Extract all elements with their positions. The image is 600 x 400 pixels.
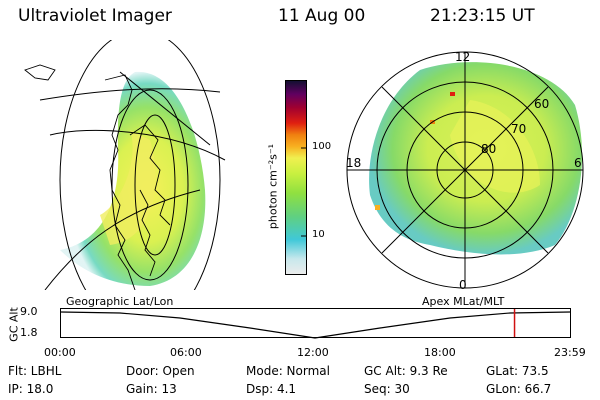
polar-plot: 12 18 6 0 60 70 80 bbox=[346, 50, 584, 292]
lat-label-60: 60 bbox=[534, 97, 549, 111]
alt-tick-9: 9.0 bbox=[20, 305, 38, 318]
hot-spot bbox=[450, 92, 455, 96]
globe-parallel bbox=[119, 71, 211, 146]
apex-label: Apex MLat/MLT bbox=[422, 295, 505, 308]
mlt-label-18: 18 bbox=[346, 156, 361, 170]
door-value: Door: Open bbox=[126, 364, 195, 378]
glon-value: GLon: 66.7 bbox=[486, 382, 552, 396]
hot-spot bbox=[375, 205, 380, 210]
mlt-label-6: 6 bbox=[574, 156, 582, 170]
ip-value: IP: 18.0 bbox=[8, 382, 54, 396]
alt-x-tick-12: 12:00 bbox=[297, 346, 329, 359]
alt-plot bbox=[60, 308, 571, 339]
geographic-image bbox=[24, 40, 226, 290]
instrument-title: Ultraviolet Imager bbox=[18, 6, 172, 26]
glat-value: GLat: 73.5 bbox=[486, 364, 549, 378]
globe-meridian bbox=[59, 40, 221, 290]
globe-parallel bbox=[49, 129, 226, 161]
polar-aurora-bright bbox=[450, 100, 540, 193]
filter-value: Flt: LBHL bbox=[8, 364, 62, 378]
time-label: 21:23:15 UT bbox=[430, 6, 535, 26]
colorbar-tick-100: 100 bbox=[312, 141, 332, 152]
seq-value: Seq: 30 bbox=[364, 382, 410, 396]
coastline bbox=[104, 74, 136, 290]
alt-plot-frame bbox=[60, 308, 571, 338]
lat-label-70: 70 bbox=[511, 122, 526, 136]
globe-parallel bbox=[44, 189, 201, 290]
alt-x-tick-24: 23:59 bbox=[554, 346, 586, 359]
coastline bbox=[129, 124, 171, 226]
alt-axis-title: GC Alt bbox=[7, 307, 21, 342]
dsp-value: Dsp: 4.1 bbox=[246, 382, 297, 396]
mlt-label-0: 0 bbox=[459, 278, 467, 292]
globe-meridian bbox=[134, 114, 176, 256]
alt-tick-1-8: 1.8 bbox=[20, 326, 38, 339]
mlt-line bbox=[381, 86, 549, 254]
colorbar bbox=[285, 80, 307, 275]
globe-parallel bbox=[39, 88, 221, 101]
gain-value: Gain: 13 bbox=[126, 382, 177, 396]
geographic-label: Geographic Lat/Lon bbox=[66, 295, 174, 308]
date-label: 11 Aug 00 bbox=[278, 6, 366, 26]
altitude-curve bbox=[60, 311, 571, 339]
coastline bbox=[139, 189, 156, 277]
alt-x-tick-0: 00:00 bbox=[44, 346, 76, 359]
gc-alt-value: GC Alt: 9.3 Re bbox=[364, 364, 448, 378]
colorbar-tick-10: 10 bbox=[312, 229, 325, 240]
alt-x-tick-6: 06:00 bbox=[170, 346, 202, 359]
mode-value: Mode: Normal bbox=[246, 364, 330, 378]
lat-label-80: 80 bbox=[481, 142, 496, 156]
colorbar-gradient bbox=[285, 80, 307, 275]
coastline bbox=[24, 64, 56, 81]
globe-meridian bbox=[111, 89, 189, 281]
mlt-label-12: 12 bbox=[455, 50, 470, 64]
alt-x-tick-18: 18:00 bbox=[424, 346, 456, 359]
colorbar-unit-label: photon cm⁻²s⁻¹ bbox=[266, 143, 280, 230]
